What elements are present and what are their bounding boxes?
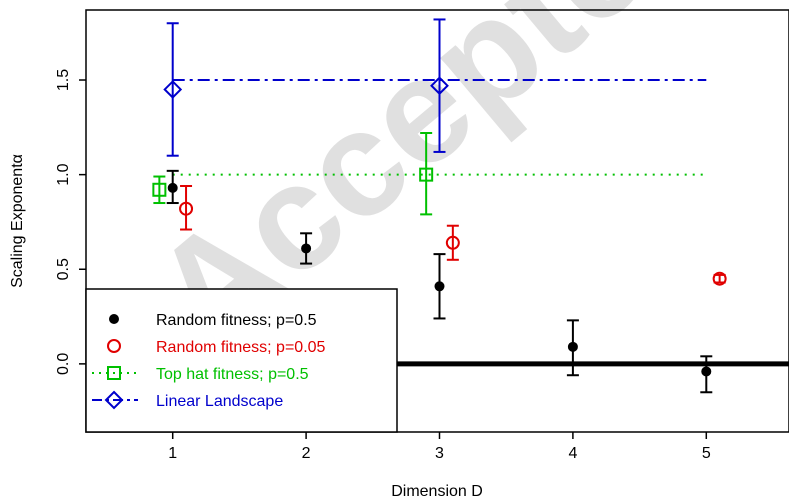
x-tick-label: 5 — [702, 445, 711, 462]
y-tick-label: 0.0 — [55, 353, 72, 375]
y-tick-label: 0.5 — [55, 258, 72, 280]
legend-label: Top hat fitness; p=0.5 — [156, 366, 309, 383]
x-tick-label: 3 — [435, 445, 444, 462]
x-tick-label: 2 — [302, 445, 311, 462]
legend-label: Linear Landscape — [156, 393, 283, 410]
legend-box — [85, 288, 398, 433]
data-point — [163, 80, 183, 99]
data-point — [152, 182, 167, 197]
data-point — [567, 341, 578, 352]
legend: Random fitness; p=0.5 Random fitness; p=0… — [85, 288, 398, 433]
series-3 — [163, 18, 449, 157]
series-1 — [179, 184, 727, 286]
data-point — [179, 201, 194, 216]
data-point — [430, 76, 449, 96]
data-point — [701, 366, 712, 377]
legend-marker — [107, 366, 121, 380]
legend-label: Random fitness; p=0.5 — [156, 312, 317, 329]
x-axis-label: Dimension D — [391, 483, 483, 500]
legend-marker — [104, 390, 124, 410]
y-tick-label: 1.5 — [55, 69, 72, 91]
y-axis-label: Scaling Exponentα — [9, 154, 26, 288]
legend-marker — [107, 339, 121, 353]
series-0 — [166, 169, 713, 394]
x-tick-label: 1 — [168, 445, 177, 462]
y-tick-label: 1.0 — [55, 163, 72, 185]
data-point — [301, 243, 312, 254]
data-point — [434, 281, 445, 292]
data-point — [712, 271, 727, 286]
data-point — [167, 182, 178, 193]
legend-label: Random fitness; p=0.05 — [156, 339, 326, 356]
series-2 — [152, 132, 434, 216]
data-point — [419, 167, 434, 182]
legend-marker — [109, 314, 119, 324]
data-point — [445, 235, 460, 250]
x-tick-label: 4 — [568, 445, 577, 462]
